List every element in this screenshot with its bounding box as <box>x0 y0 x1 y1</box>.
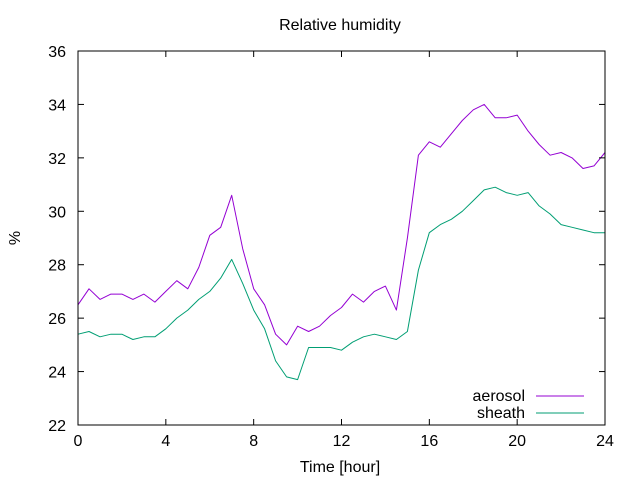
y-tick-label: 30 <box>48 204 66 221</box>
series-line-aerosol <box>77 103 606 346</box>
y-tick-label: 32 <box>48 151 66 168</box>
x-tick-label: 8 <box>249 433 258 450</box>
x-tick-label: 20 <box>508 433 526 450</box>
y-tick-label: 24 <box>48 365 66 382</box>
plot-frame <box>77 50 606 426</box>
ticks-layer: 0 4 8 12 16 20 24 22 24 26 28 30 32 34 36 <box>48 44 614 450</box>
y-tick-label: 26 <box>48 311 66 328</box>
y-axis-title: % <box>7 231 24 245</box>
x-axis-title: Time [hour] <box>300 459 380 476</box>
chart-title: Relative humidity <box>279 17 401 34</box>
y-tick-label: 36 <box>48 44 66 61</box>
x-tick-label: 0 <box>74 433 83 450</box>
legend-label-aerosol: aerosol <box>473 388 525 405</box>
series-layer <box>77 103 606 381</box>
legend-label-sheath: sheath <box>477 405 525 422</box>
y-tick-label: 22 <box>48 418 66 435</box>
legend: aerosol sheath <box>473 388 584 422</box>
x-tick-label: 24 <box>596 433 614 450</box>
x-tick-label: 12 <box>333 433 351 450</box>
x-tick-label: 16 <box>420 433 438 450</box>
y-tick-label: 34 <box>48 97 66 114</box>
x-tick-label: 4 <box>161 433 170 450</box>
y-tick-label: 28 <box>48 258 66 275</box>
series-line-sheath <box>77 186 605 381</box>
